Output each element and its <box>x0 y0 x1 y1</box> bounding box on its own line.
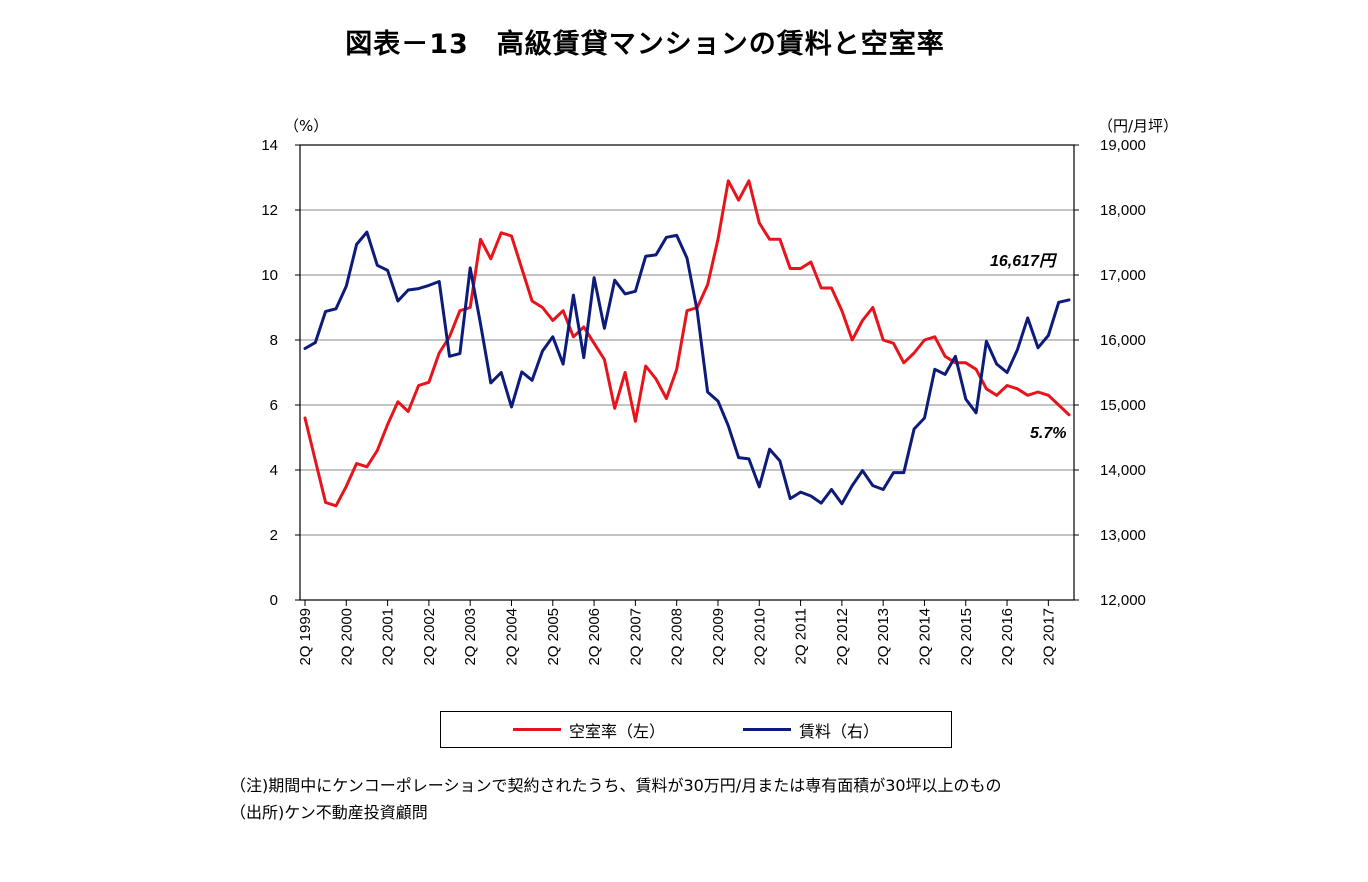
legend: 空室率（左） 賃料（右） <box>440 711 952 748</box>
left-tick-label: 0 <box>270 592 278 609</box>
chart-title: 図表－13 高級賃貸マンションの賃料と空室率 <box>345 29 945 60</box>
note-text: （注)期間中にケンコーポレーションで契約されたうち、賃料が30万円/月または専有… <box>230 776 1002 795</box>
right-axis-unit: （円/月坪） <box>1098 117 1178 135</box>
right-tick-label: 15,000 <box>1100 397 1146 414</box>
x-tick-label: 2Q 2011 <box>793 608 810 664</box>
x-axis: 2Q 1999 2Q 2000 2Q 2001 2Q 2002 2Q 2003 2Q 20… <box>297 600 1057 666</box>
left-tick-label: 12 <box>261 202 278 219</box>
right-axis: 12,000 13,000 14,000 15,000 16,000 17,000 18,0… <box>1074 137 1146 609</box>
right-tick-label: 18,000 <box>1100 202 1146 219</box>
legend-item-rent: 賃料（右） <box>743 718 879 742</box>
legend-swatch-vacancy <box>512 728 561 731</box>
series-layer <box>303 179 1071 508</box>
gridlines <box>300 209 1074 536</box>
x-tick-label: 2Q 2001 <box>380 608 397 666</box>
right-tick-label: 12,000 <box>1100 592 1146 609</box>
x-tick-label: 2Q 2004 <box>503 608 520 666</box>
right-tick-label: 17,000 <box>1100 267 1146 284</box>
x-tick-label: 2Q 2007 <box>627 608 644 666</box>
x-tick-label: 2Q 2015 <box>958 608 975 666</box>
right-tick-label: 13,000 <box>1100 527 1146 544</box>
left-axis: 0 2 4 6 8 10 12 14 <box>261 137 300 609</box>
x-tick-label: 2Q 2000 <box>338 608 355 666</box>
vacancy-last-annotation: 5.7% <box>1030 425 1066 442</box>
source-text: （出所)ケン不動産投資顧問 <box>230 803 428 822</box>
left-tick-label: 4 <box>270 462 278 479</box>
x-tick-label: 2Q 2017 <box>1040 608 1057 666</box>
legend-item-vacancy: 空室率（左） <box>512 718 665 742</box>
notes: （注)期間中にケンコーポレーションで契約されたうち、賃料が30万円/月または専有… <box>230 772 1002 826</box>
x-tick-label: 2Q 2014 <box>916 608 933 666</box>
vacancy-rate-line <box>303 179 1071 508</box>
x-tick-label: 2Q 2013 <box>875 608 892 666</box>
x-tick-label: 2Q 2009 <box>710 608 727 666</box>
right-tick-label: 16,000 <box>1100 332 1146 349</box>
rent-last-annotation: 16,617円 <box>990 253 1058 270</box>
x-tick-label: 2Q 2010 <box>751 608 768 666</box>
x-tick-label: 2Q 2008 <box>669 608 686 666</box>
x-tick-label: 2Q 1999 <box>297 608 314 666</box>
legend-label-rent: 賃料（右） <box>799 721 880 741</box>
x-tick-label: 2Q 2016 <box>999 608 1016 666</box>
x-tick-label: 2Q 2002 <box>421 608 438 666</box>
x-tick-label: 2Q 2005 <box>545 608 562 666</box>
legend-label-vacancy: 空室率（左） <box>568 721 665 741</box>
left-tick-label: 2 <box>270 527 278 544</box>
right-tick-label: 19,000 <box>1100 137 1146 154</box>
plot-frame <box>299 144 1075 601</box>
x-tick-label: 2Q 2012 <box>834 608 851 666</box>
x-tick-label: 2Q 2006 <box>586 608 603 666</box>
rent-line <box>303 230 1071 506</box>
left-tick-label: 8 <box>270 332 278 349</box>
left-axis-unit: （%） <box>284 117 328 135</box>
left-tick-label: 10 <box>261 267 278 284</box>
x-tick-label: 2Q 2003 <box>462 608 479 666</box>
legend-swatch-rent <box>743 728 791 731</box>
left-tick-label: 14 <box>261 137 278 154</box>
left-tick-label: 6 <box>270 397 278 414</box>
right-tick-label: 14,000 <box>1100 462 1146 479</box>
